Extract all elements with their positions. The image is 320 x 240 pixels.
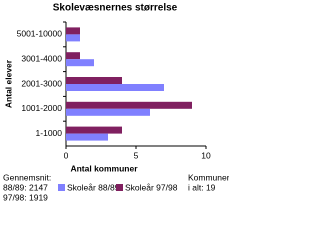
y-tick-label: 5001-10000 [17, 29, 63, 39]
bar [66, 77, 122, 84]
note: Gennemsnit: [3, 172, 51, 182]
note: 97/98: 1919 [3, 192, 48, 202]
bar [66, 126, 122, 134]
bar [66, 84, 164, 91]
note: 88/89: 2147 [3, 182, 48, 192]
legend-swatch [58, 184, 65, 191]
x-tick-label: 0 [64, 150, 69, 160]
bar [66, 101, 192, 109]
chart-title: Skolevæsnernes størrelse [53, 3, 178, 14]
x-axis-label: Antal kommuner [70, 163, 138, 173]
y-axis-label: Antal elever [3, 59, 13, 108]
legend-swatch [116, 184, 123, 191]
note: Kommuner [188, 172, 229, 182]
bar [66, 34, 80, 42]
bar [66, 59, 94, 67]
bar [66, 108, 150, 116]
y-tick-label: 1001-2000 [21, 103, 62, 113]
bar [66, 133, 108, 141]
y-tick-label: 2001-3000 [21, 78, 62, 88]
x-tick-label: 5 [134, 150, 139, 160]
note: i alt: 19 [188, 182, 216, 192]
bar [66, 27, 80, 35]
x-tick-label: 10 [201, 150, 211, 160]
y-tick-label: 3001-4000 [21, 53, 62, 63]
y-tick-label: 1-1000 [36, 128, 63, 138]
legend-label: Skoleår 88/89 [67, 182, 120, 192]
bar [66, 52, 80, 60]
legend-label: Skoleår 97/98 [125, 182, 178, 192]
chart: Skolevæsnernes størrelse Antal elever An… [3, 3, 229, 203]
